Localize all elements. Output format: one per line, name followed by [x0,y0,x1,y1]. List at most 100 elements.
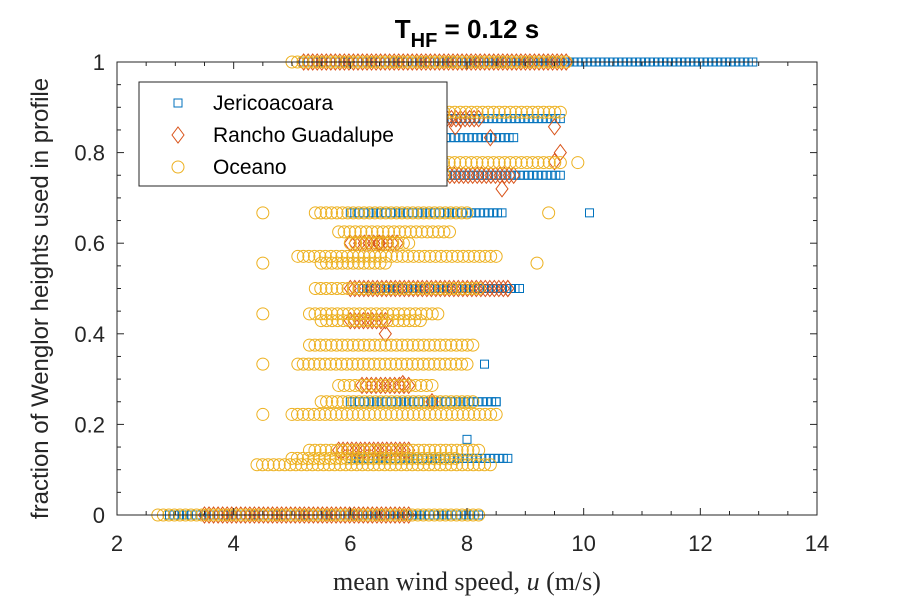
data-point [469,279,483,298]
data-point [428,407,442,421]
data-point [444,458,458,472]
data-point [456,407,470,421]
data-point [378,256,392,270]
data-point [433,279,447,298]
data-point [481,156,495,170]
data-point [303,443,316,457]
data-point [346,256,360,270]
data-point [368,443,382,457]
data-point [256,307,270,321]
data-point [491,397,501,407]
data-point [429,279,443,298]
data-point [444,282,458,295]
data-point [450,443,464,457]
data-point [447,166,462,185]
data-point [303,307,316,321]
data-point [478,458,491,472]
data-point [438,206,452,220]
data-point [515,284,524,293]
data-point [359,378,373,392]
data-point [488,166,503,185]
data-point [390,395,404,409]
data-point [319,443,333,457]
data-point [428,282,442,295]
data-point [313,338,327,352]
data-point [336,282,350,295]
data-point [409,378,423,392]
data-point [400,397,410,407]
data-point [536,53,551,71]
data-point [475,166,489,185]
data-point [478,407,492,421]
data-point [339,458,353,472]
data-point [397,506,411,524]
data-point [302,249,316,263]
data-point [481,105,495,119]
data-point [296,249,310,263]
data-point [386,397,396,407]
data-point [453,156,467,170]
data-point [500,133,510,143]
data-point [343,236,357,250]
data-point [455,338,469,352]
legend-entry-label: Oceano [213,156,287,179]
data-point [507,166,521,185]
data-point [395,282,409,295]
data-point [350,458,364,472]
data-point [495,133,505,143]
data-point [422,338,436,352]
data-point [466,458,480,472]
data-point [474,279,488,298]
data-point [427,397,437,407]
data-point [487,279,501,298]
data-point [482,397,492,407]
data-point [434,249,448,263]
data-point [440,407,454,421]
data-point [247,506,262,524]
data-point [509,105,523,119]
data-point [361,506,375,524]
data-point [349,441,363,460]
data-point [328,458,342,472]
data-point [325,314,339,328]
data-point [454,133,464,143]
data-point [313,407,327,421]
data-point [314,282,328,295]
data-point [482,53,496,71]
data-point [428,395,442,409]
data-point [455,282,469,295]
data-point [368,206,382,220]
legend-entry-label: Rancho Guadalupe [213,124,394,147]
data-point [256,357,270,371]
data-point [345,357,359,371]
data-point [374,311,388,330]
data-point [357,256,371,270]
data-point [372,234,387,253]
data-point [325,256,339,270]
data-point [440,249,454,263]
data-point [473,249,487,263]
data-point [308,443,322,457]
data-point [367,357,381,371]
data-point [455,458,469,472]
data-point [401,338,414,352]
data-point [325,282,339,295]
data-point [380,314,394,328]
data-point [445,407,459,421]
data-point [362,256,376,270]
data-point [307,249,321,263]
data-point [479,166,493,185]
data-point [520,156,534,170]
data-point [400,206,414,220]
data-point [392,378,406,392]
data-point [461,458,475,472]
data-point [542,105,556,119]
data-point [389,357,403,371]
x-tick-label: 10 [571,531,595,556]
data-point [417,443,431,457]
data-point [411,357,425,371]
data-point [384,441,398,460]
data-point [391,397,401,407]
data-point [461,443,475,457]
data-point [472,133,482,143]
